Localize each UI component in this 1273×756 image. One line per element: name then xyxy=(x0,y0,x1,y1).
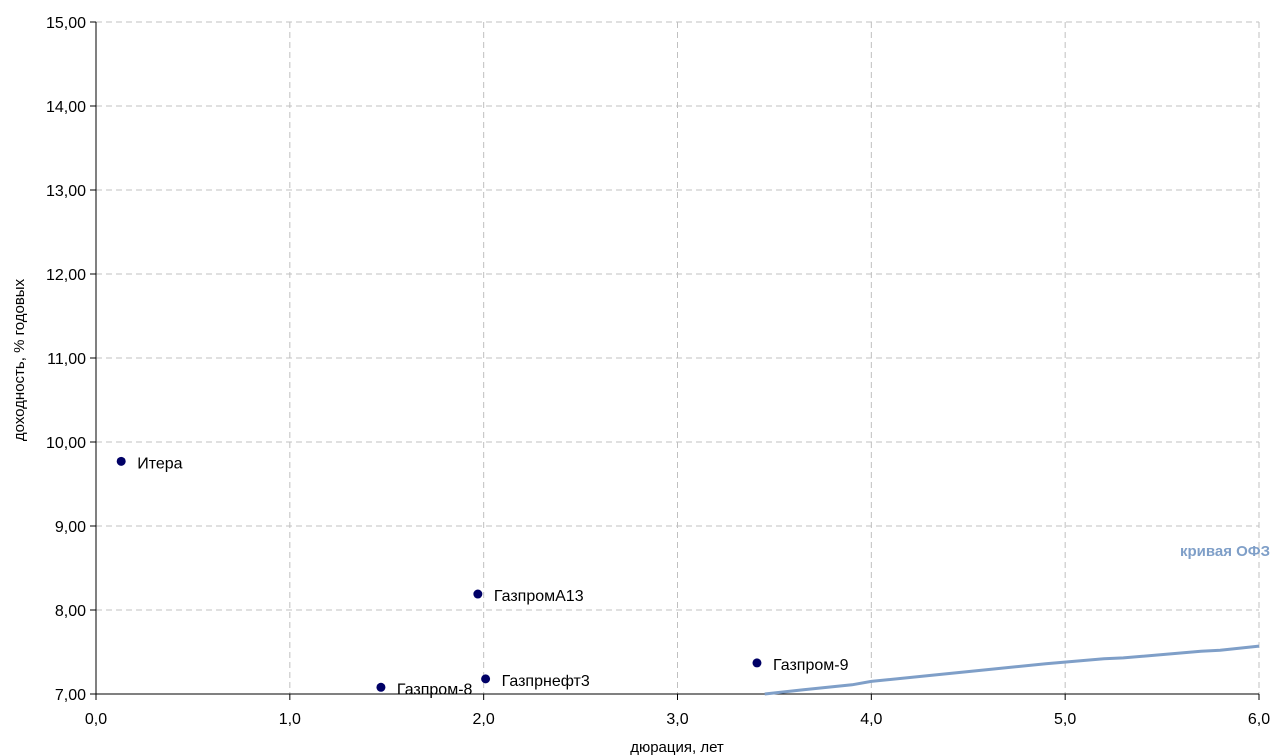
y-tick-label: 8,00 xyxy=(55,603,86,620)
data-point-label: Газпрнефт3 xyxy=(502,673,590,690)
y-tick-label: 14,00 xyxy=(46,99,86,116)
y-tick-label: 10,00 xyxy=(46,435,86,452)
y-axis-title: доходность, % годовых xyxy=(11,278,28,441)
data-point xyxy=(473,589,483,599)
data-point-label: Итера xyxy=(137,455,182,472)
ofz-curve xyxy=(764,644,1260,696)
x-tick-label: 3,0 xyxy=(666,711,688,728)
data-point xyxy=(376,682,386,692)
x-axis-title: дюрация, лет xyxy=(630,739,724,756)
bond-points: Итера ГазпромА13 Газпрнефт3 Газпром-8 Газпро… xyxy=(116,455,849,698)
y-tick-label: 7,00 xyxy=(55,687,86,704)
data-point xyxy=(116,456,126,466)
y-tick-label: 11,00 xyxy=(47,351,86,368)
x-tick-label: 6,0 xyxy=(1248,711,1270,728)
y-tick-label: 9,00 xyxy=(55,519,86,536)
x-axis-ticks: 0,0 1,0 2,0 3,0 4,0 5,0 6,0 xyxy=(85,694,1270,728)
grid-lines xyxy=(96,21,1260,694)
y-tick-label: 13,00 xyxy=(46,183,86,200)
x-tick-label: 5,0 xyxy=(1054,711,1076,728)
data-point-label: Газпром-8 xyxy=(397,681,473,698)
data-point xyxy=(481,674,491,684)
y-tick-label: 12,00 xyxy=(46,267,86,284)
x-tick-label: 0,0 xyxy=(85,711,107,728)
x-tick-label: 2,0 xyxy=(473,711,495,728)
ofz-curve-line xyxy=(764,644,1260,696)
data-point xyxy=(752,658,762,668)
y-axis-ticks: 7,00 8,00 9,00 10,00 11,00 12,00 13,00 14,00 15,… xyxy=(46,15,96,704)
data-point-label: Газпром-9 xyxy=(773,657,849,674)
data-point-label: ГазпромА13 xyxy=(494,588,584,605)
y-tick-label: 15,00 xyxy=(46,15,86,32)
x-tick-label: 4,0 xyxy=(860,711,882,728)
ofz-curve-label: кривая ОФЗ xyxy=(1180,543,1270,560)
x-tick-label: 1,0 xyxy=(279,711,301,728)
